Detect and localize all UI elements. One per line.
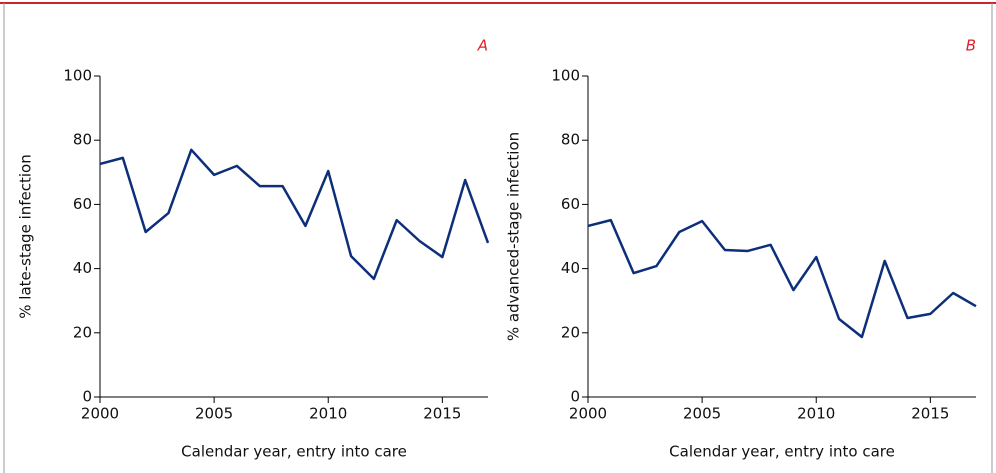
y-tick-label: 0 [82,388,92,406]
y-tick-label: 80 [73,131,92,149]
y-tick-label: 60 [561,195,580,213]
y-axis-label: % advanced-stage infection [505,132,523,341]
y-axis-label: % late-stage infection [17,154,35,318]
x-axis-label: Calendar year, entry into care [181,443,407,461]
y-tick-label: 0 [570,388,580,406]
x-tick-label: 2010 [797,405,835,423]
panel-label: A [477,37,488,55]
data-line [99,148,490,281]
y-tick-label: 60 [73,195,92,213]
x-tick-label: 2010 [309,405,347,423]
data-line [587,218,977,339]
y-tick-label: 40 [561,259,580,277]
panel-label: B [966,37,976,55]
y-tick-label: 100 [63,67,92,85]
x-tick-label: 2015 [423,405,461,423]
y-tick-label: 80 [561,131,580,149]
x-tick-label: 2000 [81,405,119,423]
x-tick-label: 2000 [569,405,607,423]
x-tick-label: 2015 [911,405,949,423]
y-tick-label: 20 [73,323,92,341]
y-tick-label: 20 [561,323,580,341]
y-tick-label: 40 [73,259,92,277]
x-tick-label: 2005 [683,405,721,423]
x-axis-label: Calendar year, entry into care [669,443,895,461]
y-tick-label: 100 [551,67,580,85]
x-tick-label: 2005 [195,405,233,423]
